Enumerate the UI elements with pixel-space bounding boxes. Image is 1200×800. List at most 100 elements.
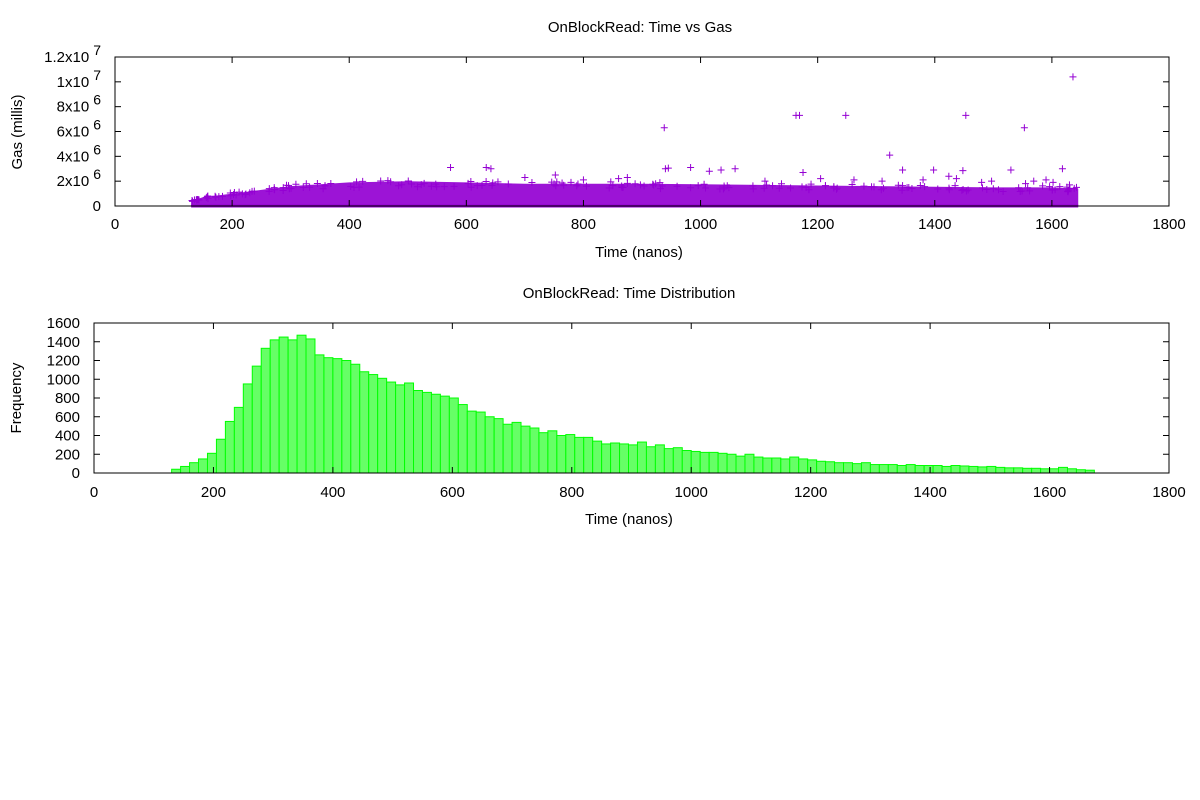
y-tick-label: 800 xyxy=(55,390,80,407)
histogram-bar xyxy=(1049,468,1060,474)
histogram-bar xyxy=(681,450,692,474)
scatter-point xyxy=(350,183,358,191)
histogram-bar xyxy=(1004,467,1015,474)
histogram-plot-border xyxy=(93,322,1170,474)
scatter-point xyxy=(687,184,695,192)
scatter-point xyxy=(615,175,623,183)
scatter-point xyxy=(487,165,495,173)
scatter-point xyxy=(1022,180,1030,188)
x-tick-label: 200 xyxy=(220,216,245,233)
histogram-bar xyxy=(1022,467,1033,474)
scatter-point xyxy=(248,187,256,195)
scatter-point xyxy=(447,164,455,172)
y-tick-label-base: 4x10 xyxy=(57,148,90,165)
scatter-point xyxy=(842,111,850,119)
scatter-point xyxy=(482,177,490,185)
scatter-point xyxy=(553,178,561,186)
scatter-point xyxy=(609,182,617,190)
scatter-point xyxy=(731,165,739,173)
histogram-chart: OnBlockRead: Time Distribution Frequency… xyxy=(8,285,1186,528)
histogram-bar xyxy=(1040,468,1051,474)
scatter-point xyxy=(574,180,582,188)
scatter-point xyxy=(830,183,838,191)
scatter-point xyxy=(848,180,856,188)
histogram-bar xyxy=(224,420,235,474)
scatter-point xyxy=(649,180,657,188)
histogram-bar xyxy=(421,391,432,474)
scatter-point xyxy=(1020,124,1028,132)
scatter-point xyxy=(417,181,425,189)
scatter-point xyxy=(687,164,695,172)
histogram-bar xyxy=(968,465,979,474)
x-tick-label: 1000 xyxy=(675,484,708,501)
y-tick-label-base: 6x10 xyxy=(57,124,90,141)
histogram-bar xyxy=(296,334,307,474)
scatter-point xyxy=(1056,183,1064,191)
y-tick-label-exponent: 7 xyxy=(93,42,101,58)
scatter-point xyxy=(230,191,238,199)
scatter-point xyxy=(958,186,966,194)
x-tick-label: 600 xyxy=(440,484,465,501)
histogram-bar xyxy=(744,453,755,474)
y-tick-label: 4x10 6 xyxy=(57,141,102,165)
histogram-bar xyxy=(574,436,585,474)
scatter-point xyxy=(292,180,300,188)
x-tick-label: 1600 xyxy=(1033,484,1066,501)
scatter-point xyxy=(945,172,953,180)
scatter-point xyxy=(302,180,310,188)
scatter-point xyxy=(299,183,307,191)
scatter-point xyxy=(215,193,223,201)
scatter-point xyxy=(899,166,907,174)
scatter-plot-border xyxy=(114,56,1170,207)
histogram-bar xyxy=(887,464,898,474)
scatter-point xyxy=(787,184,795,192)
scatter-point xyxy=(567,178,575,186)
scatter-point xyxy=(720,184,728,192)
scatter-point-cloud xyxy=(191,181,1079,206)
scatter-point xyxy=(494,178,502,186)
scatter-point xyxy=(760,184,768,192)
histogram-bar xyxy=(242,383,253,474)
scatter-point xyxy=(408,180,416,188)
histogram-bar xyxy=(986,465,997,474)
histogram-bar xyxy=(690,450,701,474)
scatter-point xyxy=(717,166,725,174)
scatter-point xyxy=(999,187,1007,195)
scatter-point xyxy=(1049,178,1057,186)
histogram-bar xyxy=(359,371,370,474)
histogram-bar xyxy=(869,464,880,474)
histogram-bar xyxy=(726,453,737,474)
scatter-point xyxy=(1058,165,1066,173)
scatter-point xyxy=(658,182,666,190)
scatter-point xyxy=(640,182,648,190)
histogram-bar xyxy=(260,347,271,474)
x-tick-label: 400 xyxy=(337,216,362,233)
histogram-bar xyxy=(1058,466,1068,474)
scatter-point xyxy=(241,191,249,199)
x-tick-label: 800 xyxy=(571,216,596,233)
histogram-bar xyxy=(860,462,871,474)
histogram-bar xyxy=(717,452,728,474)
y-tick-label: 0 xyxy=(72,465,80,482)
scatter-point xyxy=(775,184,783,192)
histogram-bar xyxy=(413,390,423,474)
x-tick-label: 1400 xyxy=(918,216,951,233)
scatter-point xyxy=(504,180,512,188)
scatter-point xyxy=(287,184,295,192)
scatter-point xyxy=(579,176,587,184)
histogram-bar xyxy=(672,447,683,474)
y-tick-label: 6x10 6 xyxy=(57,117,102,141)
histogram-bar xyxy=(466,410,477,474)
histogram-bar xyxy=(762,457,773,474)
histogram-bar xyxy=(314,354,325,474)
scatter-point xyxy=(908,185,916,193)
histogram-bar xyxy=(206,452,217,474)
scatter-point xyxy=(661,165,669,173)
scatter-point xyxy=(660,124,668,132)
histogram-bar xyxy=(771,457,782,474)
histogram-bar xyxy=(780,458,791,474)
y-tick-label-exponent: 6 xyxy=(93,92,101,108)
scatter-point xyxy=(450,182,458,190)
histogram-bar xyxy=(180,465,191,474)
y-tick-label-exponent: 6 xyxy=(93,141,101,157)
